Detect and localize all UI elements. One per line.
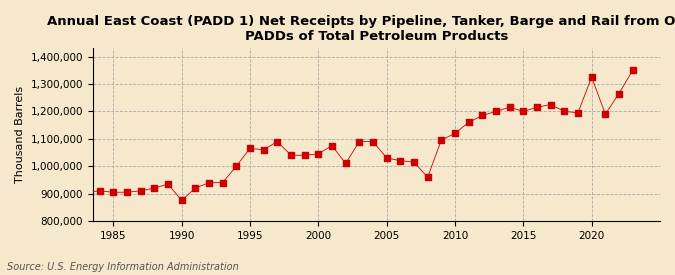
Point: [53, 181, 64, 185]
Point: [176, 198, 187, 203]
Point: [354, 139, 364, 144]
Point: [135, 189, 146, 193]
Point: [491, 109, 502, 114]
Point: [572, 111, 583, 115]
Point: [532, 105, 543, 109]
Point: [95, 189, 105, 193]
Point: [163, 182, 173, 186]
Point: [408, 160, 419, 164]
Point: [614, 91, 624, 96]
Point: [436, 138, 447, 142]
Point: [299, 153, 310, 158]
Point: [231, 164, 242, 168]
Point: [587, 75, 597, 79]
Point: [244, 146, 255, 151]
Title: Annual East Coast (PADD 1) Net Receipts by Pipeline, Tanker, Barge and Rail from: Annual East Coast (PADD 1) Net Receipts …: [47, 15, 675, 43]
Point: [395, 158, 406, 163]
Point: [368, 139, 379, 144]
Point: [204, 180, 215, 185]
Point: [313, 152, 324, 156]
Point: [122, 190, 132, 194]
Point: [504, 105, 515, 109]
Point: [149, 186, 160, 190]
Point: [80, 190, 91, 194]
Point: [190, 186, 200, 190]
Point: [67, 190, 78, 194]
Point: [477, 113, 488, 118]
Point: [627, 68, 638, 73]
Point: [559, 109, 570, 114]
Point: [423, 175, 433, 179]
Point: [545, 102, 556, 107]
Y-axis label: Thousand Barrels: Thousand Barrels: [15, 86, 25, 183]
Point: [381, 156, 392, 160]
Point: [327, 144, 338, 148]
Point: [600, 112, 611, 116]
Point: [450, 131, 460, 136]
Text: Source: U.S. Energy Information Administration: Source: U.S. Energy Information Administ…: [7, 262, 238, 272]
Point: [518, 109, 529, 114]
Point: [463, 120, 474, 125]
Point: [286, 153, 296, 158]
Point: [108, 190, 119, 194]
Point: [217, 180, 228, 185]
Point: [259, 148, 269, 152]
Point: [340, 161, 351, 166]
Point: [272, 139, 283, 144]
